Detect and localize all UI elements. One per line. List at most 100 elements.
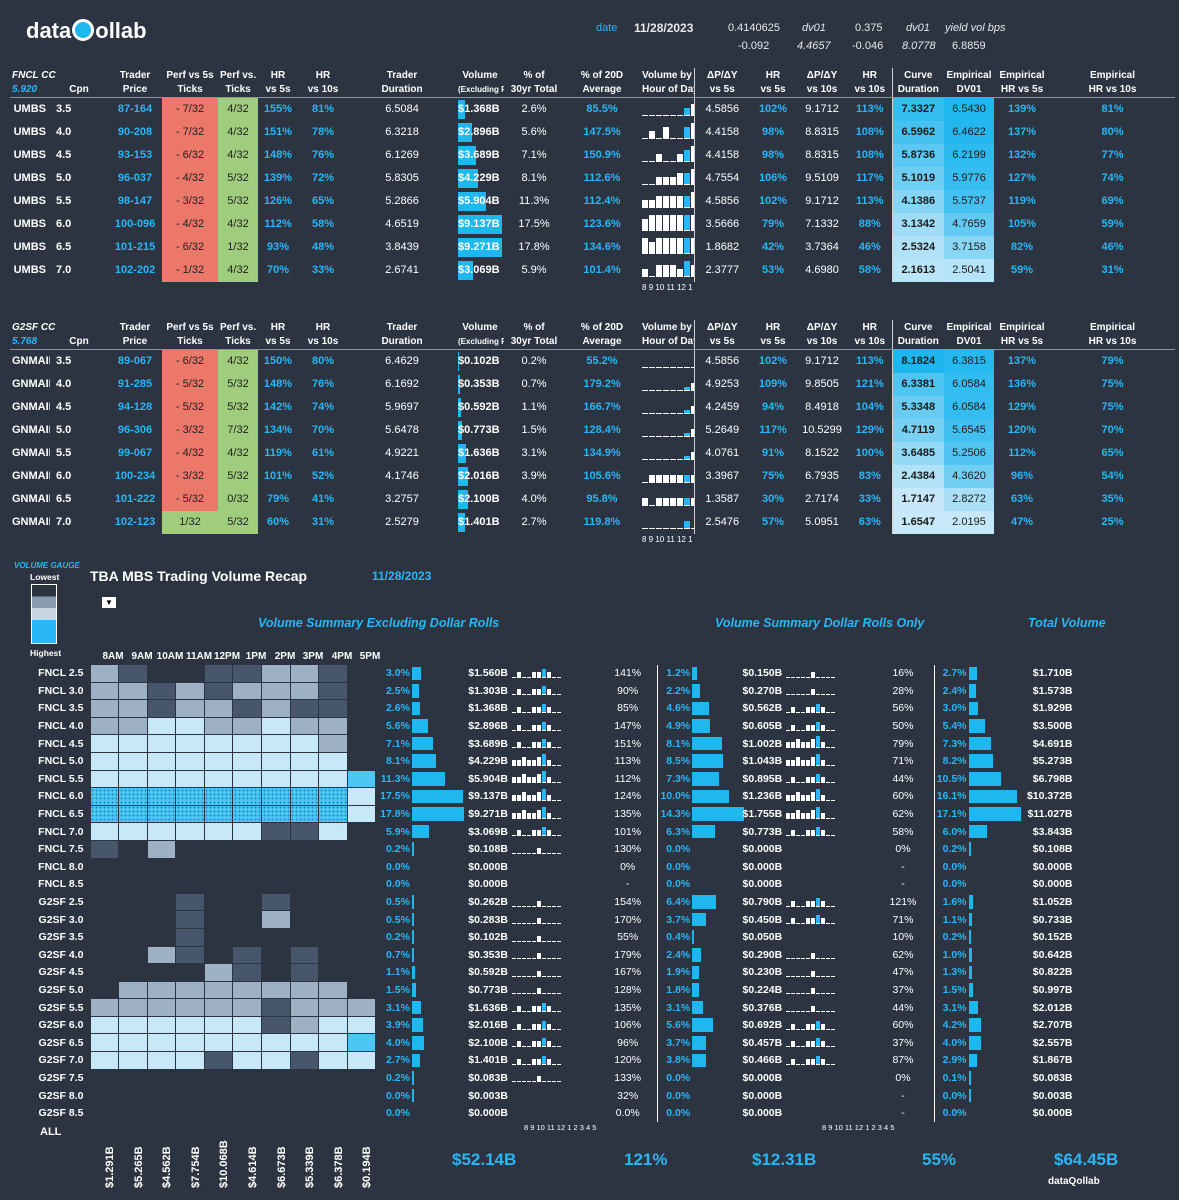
hour-bars (786, 912, 836, 925)
hist-bar (551, 940, 556, 942)
table-row[interactable]: UMBS 3.5 87-164- 7/32 4/32 155% 81% 6.5084 $1.3… (10, 97, 1175, 121)
heat-cell (261, 1103, 291, 1123)
hour-bars (511, 930, 561, 942)
table-row[interactable]: G2SF 2.5 0.5% $0.262B 154% 6.4% $0.790B 121% 1.… (4, 892, 1075, 912)
hist-bar (806, 1023, 811, 1030)
table-row[interactable]: G2SF 3.5 0.2% $0.102B 55% 0.4% $0.050B 10% 0.2%… (4, 927, 1075, 947)
table-row[interactable]: FNCL 5.5 11.3% $5.904B 112% 7.3% $0.895B 44% 10… (4, 769, 1075, 789)
hist-bar (821, 1009, 826, 1013)
hist-bar (806, 1041, 811, 1048)
table-row[interactable]: UMBS 5.5 98-147- 3/32 5/32 126% 65% 5.2866 $5.9… (10, 189, 1175, 213)
hist-bar (821, 956, 826, 960)
cell: UMBS (13, 172, 46, 184)
cell: 129% (855, 424, 884, 436)
table-row[interactable]: FNCL 6.0 17.5% $9.137B 124% 10.0% $1.236B 60% 1… (4, 787, 1075, 806)
table-row[interactable]: FNCL 7.5 0.2% $0.108B 130% 0.0% $0.000B 0% 0.2%… (4, 839, 1075, 859)
heat-cell (346, 963, 377, 982)
table-row[interactable]: GNMAII 6.5 101-222- 5/32 0/32 79% 41% 3.2757 $2… (10, 487, 1175, 511)
cell: UMBS (13, 195, 46, 207)
table-row[interactable]: G2SF 6.0 3.9% $2.016B 106% 5.6% $0.692B 60% 4.2… (4, 1015, 1075, 1035)
heat-cell (118, 787, 148, 806)
hist-bar (516, 1058, 521, 1065)
hist-bar (516, 777, 521, 784)
hist-bar (796, 993, 801, 995)
table-row[interactable]: FNCL 5.0 8.1% $4.229B 113% 8.5% $1.043B 71% 8.2… (4, 751, 1075, 771)
hist-bar (511, 974, 516, 977)
cell: 147.5% (583, 126, 621, 138)
hour-bars (786, 683, 836, 696)
volume-bar (692, 701, 709, 716)
table-row[interactable]: G2SF 4.5 1.1% $0.592B 167% 1.9% $0.230B 47% 1.3… (4, 963, 1075, 982)
table-row[interactable]: G2SF 3.0 0.5% $0.283B 170% 3.7% $0.450B 71% 1.1… (4, 910, 1075, 929)
col-head: % of (523, 321, 545, 333)
table-row[interactable]: G2SF 5.5 3.1% $1.636B 135% 3.1% $0.376B 44% 3.1… (4, 998, 1075, 1017)
table-row[interactable]: FNCL 8.0 0.0% $0.000B 0% 0.0% $0.000B -0.0% $0.… (4, 857, 1075, 877)
cell (640, 396, 694, 419)
heat-cell (118, 1086, 148, 1105)
total-value: $0.003B (1032, 1089, 1073, 1102)
cell: 4.3620 (944, 464, 994, 488)
table-row[interactable]: FNCL 4.0 5.6% $2.896B 147% 4.9% $0.605B 50% 5.4… (4, 716, 1075, 736)
table-row[interactable]: UMBS 5.0 96-037- 4/32 5/32 139% 72% 5.8305 $4.2… (10, 166, 1175, 190)
col-head: Volume (462, 321, 498, 333)
heat-cell (318, 980, 348, 1000)
hist-bar (526, 710, 531, 713)
filter-icon[interactable]: ▼ (102, 597, 116, 608)
table-row[interactable]: FNCL 3.0 2.5% $1.303B 90% 2.2% $0.270B 28% 2.4%… (4, 681, 1075, 701)
table-row[interactable]: UMBS 6.0 100-096- 4/32 4/32 112% 58% 4.6519 $9.… (10, 212, 1175, 236)
hist-bar (826, 921, 831, 925)
heat-cell (318, 1103, 348, 1123)
hist-bar (821, 1041, 826, 1048)
cell: 106% (758, 172, 788, 184)
hist-bar (791, 1023, 796, 1030)
table-row[interactable]: GNMAII 4.5 94-128- 5/32 5/32 142% 74% 5.9697 $0… (10, 395, 1175, 419)
cell: 139% (263, 172, 293, 184)
table-row[interactable]: FNCL 6.5 17.8% $9.271B 135% 14.3% $1.755B 62% 1… (4, 804, 1075, 824)
cell: 6.0 (56, 470, 72, 482)
table-row[interactable]: G2SF 4.0 0.7% $0.353B 179% 2.4% $0.290B 62% 1.0… (4, 945, 1075, 965)
hist-bar (670, 412, 676, 414)
table-row[interactable]: GNMAII 6.0 100-234- 3/32 5/32 101% 52% 4.1746 $… (10, 464, 1175, 488)
total-value: $2.707B (1032, 1019, 1073, 1032)
table-row[interactable]: G2SF 8.0 0.0% $0.003B 32% 0.0% $0.000B -0.0% $0… (4, 1086, 1075, 1105)
table-row[interactable]: FNCL 3.5 2.6% $1.368B 85% 4.6% $0.562B 56% 3.0%… (4, 699, 1075, 718)
table-row[interactable]: GNMAII 3.5 89-067- 6/32 4/32 150% 80% 6.4629 $0… (10, 349, 1175, 373)
table-row[interactable]: G2SF 6.5 4.0% $2.100B 96% 3.7% $0.457B 37% 4.0%… (4, 1033, 1075, 1053)
heat-cell (318, 963, 348, 982)
hist-bar (531, 830, 536, 837)
col-head: Trader (119, 321, 151, 333)
table-row[interactable]: FNCL 4.5 7.1% $3.689B 151% 8.1% $1.002B 79% 7.3… (4, 734, 1075, 753)
table-row[interactable]: G2SF 5.0 1.5% $0.773B 128% 1.8% $0.224B 37% 1.5… (4, 980, 1075, 1000)
table-row[interactable]: GNMAII 7.0 102-123 1/32 5/32 60% 31% 2.5279 $1.4… (10, 510, 1175, 534)
cell: 4.6519 (385, 218, 419, 230)
table-row[interactable]: G2SF 8.5 0.0% $0.000B 0.0% 0.0% $0.000B -0.0% $… (4, 1103, 1075, 1123)
table-row[interactable]: UMBS 6.5 101-215- 6/32 1/32 93% 48% 3.8439 $9.2… (10, 235, 1175, 259)
table-row[interactable]: FNCL 7.0 5.9% $3.069B 101% 6.3% $0.773B 58% 6.0… (4, 822, 1075, 841)
axis-cell (994, 534, 1050, 546)
table-row[interactable]: G2SF 7.0 2.7% $1.401B 120% 3.8% $0.466B 87% 2.9… (4, 1051, 1075, 1070)
heat-cell (118, 892, 148, 912)
table-row[interactable]: UMBS 7.0 102-202- 1/32 4/32 70% 33% 2.6741 $3.0… (10, 258, 1175, 282)
table-row[interactable]: FNCL 8.5 0.0% $0.000B -0.0% $0.000B -0.0% $0.0… (4, 875, 1075, 894)
heat-cell (89, 664, 120, 683)
volume-bar (692, 824, 716, 839)
cell: 1.1% (521, 401, 547, 413)
hist-bar (684, 214, 691, 231)
perf-10s-cell: 5/32 (218, 372, 258, 396)
cell: 6.0 (56, 218, 72, 230)
pct-cell: 2.7% (386, 1054, 410, 1067)
heat-cell (261, 1015, 291, 1035)
cell: 127% (1007, 172, 1037, 184)
axis-cell (50, 534, 108, 546)
table-row[interactable]: UMBS 4.5 93-153- 6/32 4/32 148% 76% 6.1269 $3.6… (10, 143, 1175, 167)
table-row[interactable]: GNMAII 5.5 99-067- 4/32 4/32 119% 61% 4.9221 $1… (10, 441, 1175, 465)
table-row[interactable]: GNMAII 4.0 91-285- 5/32 5/32 148% 76% 6.1692 $0… (10, 372, 1175, 396)
hist-bar (521, 833, 526, 837)
heat-cell (261, 804, 291, 824)
table-row[interactable]: UMBS 4.0 90-208- 7/32 4/32 151% 78% 6.3218 $2.8… (10, 120, 1175, 144)
table-row[interactable]: FNCL 2.5 3.0% $1.560B 141% 1.2% $0.150B 16% 2.7… (4, 664, 1075, 683)
table-row[interactable]: G2SF 7.5 0.2% $0.083B 133% 0.0% $0.000B 0% 0.1%… (4, 1068, 1075, 1088)
heat-cell (289, 1033, 320, 1053)
table-row[interactable]: GNMAII 5.0 96-306- 3/32 7/32 134% 70% 5.6478 $0… (10, 418, 1175, 442)
cell: 6.5 (56, 241, 72, 253)
